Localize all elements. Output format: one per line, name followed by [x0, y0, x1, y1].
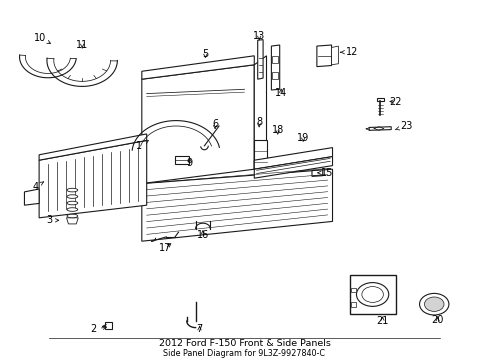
Text: 17: 17 — [159, 243, 171, 253]
Text: 5: 5 — [202, 49, 208, 59]
Ellipse shape — [67, 201, 78, 205]
Text: 3: 3 — [46, 215, 59, 225]
Text: 20: 20 — [430, 315, 443, 325]
Circle shape — [361, 287, 383, 302]
Ellipse shape — [67, 188, 78, 192]
Text: 22: 22 — [388, 96, 401, 107]
Polygon shape — [254, 140, 266, 169]
Text: 1: 1 — [136, 140, 148, 151]
Polygon shape — [66, 218, 78, 224]
Ellipse shape — [67, 214, 78, 218]
Text: 7: 7 — [196, 324, 202, 334]
Bar — [174, 156, 189, 164]
Polygon shape — [254, 148, 332, 169]
Polygon shape — [254, 157, 332, 178]
Bar — [105, 322, 112, 329]
Polygon shape — [331, 46, 338, 65]
Polygon shape — [271, 45, 279, 90]
Text: 2: 2 — [90, 324, 106, 334]
Polygon shape — [142, 56, 254, 79]
Ellipse shape — [67, 195, 78, 198]
Text: 6: 6 — [212, 119, 218, 129]
Bar — [272, 56, 278, 63]
Circle shape — [356, 283, 388, 306]
Polygon shape — [39, 140, 146, 218]
Polygon shape — [376, 98, 384, 101]
Bar — [272, 72, 278, 79]
Text: 9: 9 — [186, 158, 192, 168]
Text: 16: 16 — [196, 230, 209, 240]
Text: 11: 11 — [76, 40, 88, 50]
Polygon shape — [316, 45, 331, 67]
Text: 8: 8 — [256, 117, 262, 127]
Polygon shape — [254, 56, 266, 169]
Text: 2012 Ford F-150 Front & Side Panels: 2012 Ford F-150 Front & Side Panels — [158, 339, 330, 348]
Circle shape — [424, 297, 443, 311]
Polygon shape — [142, 65, 254, 184]
Bar — [350, 288, 355, 292]
Ellipse shape — [67, 208, 78, 211]
Text: 18: 18 — [271, 125, 284, 135]
Polygon shape — [368, 127, 390, 130]
Text: 12: 12 — [340, 47, 358, 57]
Bar — [349, 275, 395, 314]
Bar — [350, 302, 355, 307]
Text: 15: 15 — [317, 168, 333, 178]
Circle shape — [419, 293, 448, 315]
Text: 19: 19 — [296, 132, 309, 143]
Polygon shape — [257, 40, 263, 79]
Text: Side Panel Diagram for 9L3Z-9927840-C: Side Panel Diagram for 9L3Z-9927840-C — [163, 349, 325, 358]
Text: 4: 4 — [32, 182, 43, 192]
Text: 21: 21 — [375, 316, 388, 326]
Polygon shape — [311, 170, 322, 176]
Text: 23: 23 — [394, 121, 412, 131]
Polygon shape — [24, 189, 39, 205]
Text: 14: 14 — [274, 88, 287, 98]
Text: 13: 13 — [252, 31, 265, 41]
Polygon shape — [142, 169, 332, 241]
Polygon shape — [39, 134, 146, 160]
Text: 10: 10 — [34, 33, 50, 44]
